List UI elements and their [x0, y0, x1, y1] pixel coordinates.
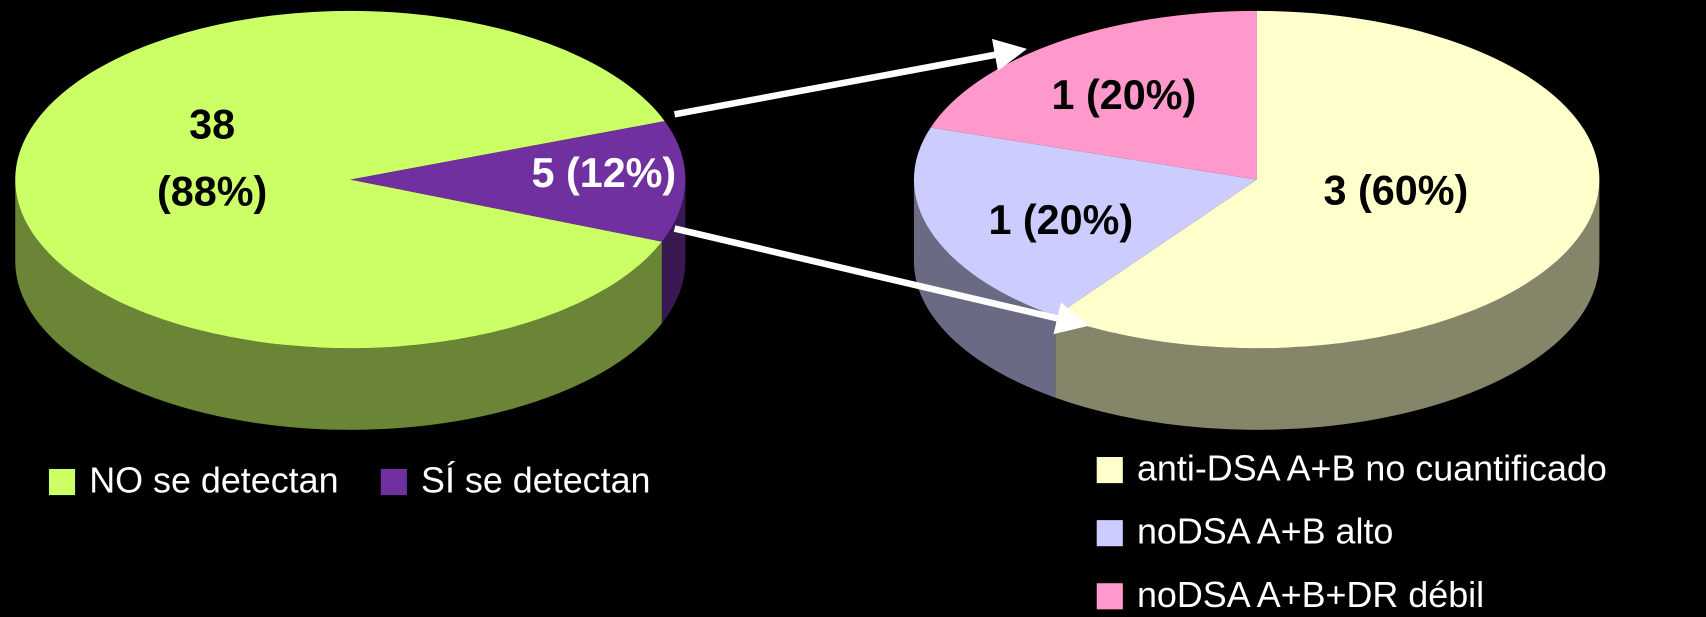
- legend-label: anti-DSA A+B no cuantificado: [1137, 449, 1607, 489]
- pie-sides: [913, 179, 1600, 430]
- legend-swatch: [48, 468, 76, 496]
- slice: [15, 10, 665, 349]
- slice-side: [15, 179, 662, 430]
- pie-sides: [15, 179, 686, 430]
- legend-swatch: [1096, 457, 1123, 484]
- legend-swatch: [380, 468, 407, 496]
- data-label: 38: [189, 101, 235, 147]
- slice: [930, 10, 1257, 180]
- slice-side: [1055, 179, 1600, 430]
- data-label: 5 (12%): [531, 150, 676, 196]
- data-label: 1 (20%): [1052, 72, 1197, 118]
- data-label: 3 (60%): [1324, 168, 1469, 214]
- pie-tops: [913, 10, 1600, 349]
- arrow: [673, 225, 1089, 335]
- slice-side: [913, 179, 1056, 398]
- data-label: 1 (20%): [988, 197, 1133, 243]
- pies: [15, 10, 1600, 430]
- slice-side: [661, 179, 686, 324]
- legend-swatch: [1096, 583, 1123, 610]
- pie-tops: [15, 10, 686, 349]
- slice: [350, 121, 686, 242]
- legend-label: noDSA A+B+DR débil: [1137, 575, 1484, 615]
- data-label: (88%): [157, 169, 267, 215]
- slice: [1055, 10, 1600, 349]
- legend-label: noDSA A+B alto: [1137, 512, 1393, 552]
- legend-label: SÍ se detectan: [421, 461, 650, 501]
- legend-label: NO se detectan: [89, 461, 338, 501]
- slice: [913, 127, 1257, 317]
- arrow: [673, 38, 1027, 118]
- legend-swatch: [1096, 520, 1123, 547]
